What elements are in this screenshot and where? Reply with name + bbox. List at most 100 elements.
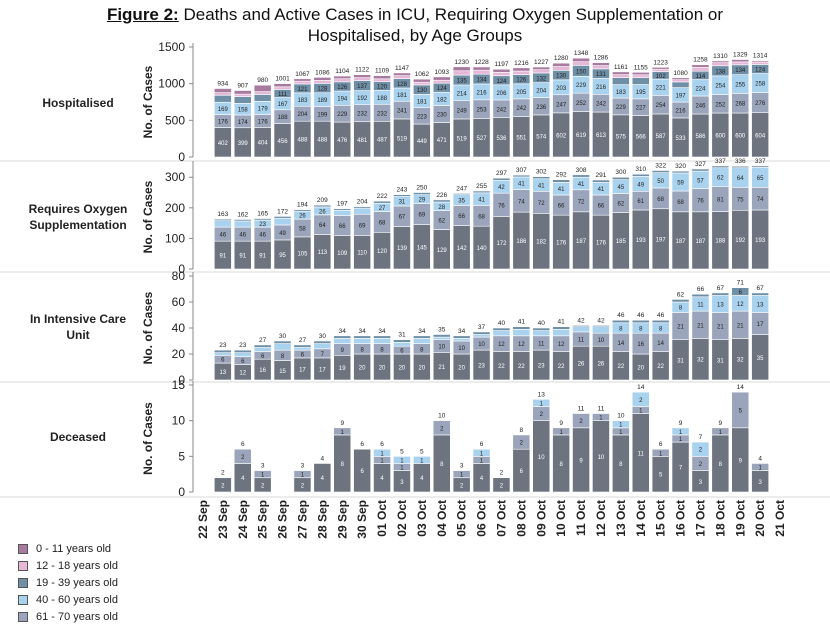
bar-segment — [751, 463, 770, 471]
bar-segment — [651, 67, 670, 70]
bar-segment — [611, 420, 630, 429]
bar-total-label: 4 — [758, 455, 762, 462]
segment-value-label: 216 — [596, 85, 607, 91]
segment-value-label: 205 — [516, 90, 527, 96]
segment-value-label: 229 — [576, 83, 587, 89]
x-tick-label: 30 Sep — [355, 500, 369, 539]
panel-label-line: Deceased — [50, 430, 106, 444]
y-axis-label: No. of Cases — [141, 180, 155, 253]
segment-value-label: 536 — [496, 136, 507, 142]
bar-total-label: 1093 — [435, 69, 450, 76]
segment-value-label: 12 — [737, 302, 744, 308]
segment-value-label: 12 — [239, 371, 246, 377]
segment-value-label: 2 — [639, 398, 643, 404]
segment-value-label: 64 — [737, 176, 744, 182]
segment-value-label: 2 — [301, 483, 305, 489]
segment-value-label: 128 — [317, 87, 328, 93]
bar-total-label: 1122 — [355, 67, 369, 74]
bar-segment — [353, 77, 372, 81]
segment-value-label: 59 — [677, 180, 684, 186]
segment-value-label: 67 — [399, 215, 406, 221]
bar-total-label: 4 — [321, 455, 325, 462]
bar-segment — [611, 319, 630, 324]
bar-segment — [592, 65, 610, 70]
bar-total-label: 41 — [558, 319, 566, 326]
bar-segment — [492, 327, 511, 331]
bar-total-label: 1310 — [713, 53, 728, 60]
segment-value-label: 102 — [656, 74, 667, 80]
segment-value-label: 2 — [241, 455, 245, 461]
bar-total-label: 320 — [675, 163, 686, 170]
segment-value-label: 15 — [279, 369, 286, 375]
bar-total-label: 5 — [400, 448, 404, 455]
y-tick-label: 200 — [165, 201, 185, 215]
segment-value-label: 252 — [715, 102, 726, 108]
bar-segment — [631, 74, 650, 78]
bar-total-label: 1228 — [474, 59, 489, 66]
segment-value-label: 188 — [377, 96, 388, 102]
bar-segment — [592, 325, 610, 327]
y-tick-label: 0 — [178, 373, 185, 387]
bar-total-label: 1001 — [275, 76, 290, 83]
segment-value-label: 181 — [417, 100, 428, 106]
bar-total-label: 34 — [418, 328, 426, 335]
x-tick-label: 08 Oct — [514, 500, 528, 537]
x-tick-label: 01 Oct — [375, 500, 389, 537]
segment-value-label: 129 — [437, 248, 448, 254]
bar-segment — [273, 216, 292, 219]
bar-segment — [213, 220, 232, 228]
segment-value-label: 109 — [337, 251, 348, 257]
bar-segment — [572, 325, 590, 327]
bar-total-label: 172 — [277, 208, 288, 215]
segment-value-label: 12 — [558, 342, 565, 348]
bar-total-label: 34 — [339, 328, 347, 335]
segment-value-label: 1 — [380, 451, 384, 457]
segment-value-label: 9 — [579, 458, 583, 464]
segment-value-label: 258 — [755, 82, 766, 88]
bar-total-label: 300 — [615, 169, 626, 176]
bar-segment — [492, 177, 511, 181]
legend-label: 0 - 11 years old — [36, 542, 112, 555]
segment-value-label: 46 — [259, 233, 266, 239]
bar-total-label: 46 — [617, 312, 625, 319]
bar-total-label: 27 — [259, 337, 267, 344]
bar-total-label: 37 — [478, 324, 486, 331]
segment-value-label: 176 — [258, 119, 269, 125]
y-tick-label: 5 — [178, 449, 185, 463]
bar-total-label: 7 — [699, 434, 703, 441]
y-tick-label: 100 — [165, 231, 185, 245]
segment-value-label: 111 — [278, 92, 288, 98]
segment-value-label: 255 — [735, 82, 746, 88]
x-tick-label: 02 Oct — [395, 500, 409, 537]
bar-total-label: 42 — [597, 317, 605, 324]
segment-value-label: 126 — [516, 78, 527, 84]
segment-value-label: 68 — [379, 220, 386, 226]
segment-value-label: 6 — [241, 359, 245, 365]
segment-value-label: 1 — [301, 473, 305, 479]
bar-segment — [233, 349, 252, 354]
segment-value-label: 1 — [460, 473, 464, 479]
bar-total-label: 34 — [458, 328, 466, 335]
segment-value-label: 600 — [715, 134, 726, 140]
bar-total-label: 1155 — [634, 64, 648, 71]
bar-segment — [631, 391, 650, 407]
bar-segment — [751, 61, 770, 65]
bar-segment — [373, 75, 391, 80]
bar-total-label: 67 — [757, 285, 765, 292]
bar-segment — [492, 68, 511, 73]
bar-segment — [432, 334, 451, 338]
segment-value-label: 8 — [341, 462, 345, 468]
segment-value-label: 186 — [516, 239, 527, 245]
bar-total-label: 1067 — [295, 71, 310, 78]
segment-value-label: 105 — [297, 251, 308, 257]
segment-value-label: 1 — [679, 430, 683, 436]
bar-total-label: 9 — [559, 420, 563, 427]
bar-total-label: 9 — [719, 420, 723, 427]
segment-value-label: 197 — [656, 237, 667, 243]
segment-value-label: 31 — [399, 200, 406, 206]
bar-segment — [611, 71, 630, 75]
segment-value-label: 1 — [480, 458, 484, 464]
x-tick-label: 13 Oct — [614, 500, 628, 537]
segment-value-label: 5 — [659, 473, 663, 479]
segment-value-label: 35 — [757, 356, 764, 362]
